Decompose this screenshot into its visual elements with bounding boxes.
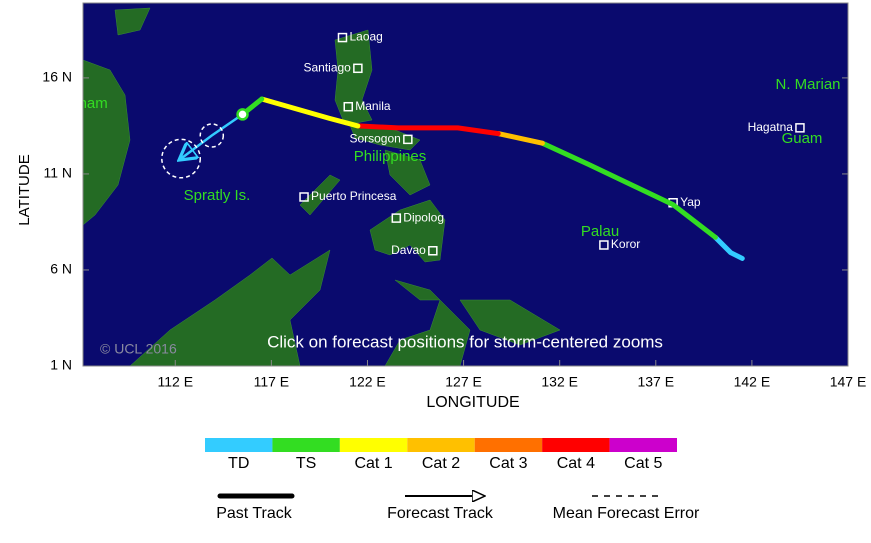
legend-category: Cat 2 bbox=[422, 455, 460, 472]
place-marker bbox=[795, 123, 805, 133]
plot-layer: Vietnam Philippines Spratly Is. Palau N. Mar… bbox=[53, 30, 841, 261]
place-marker bbox=[428, 246, 438, 256]
place-label: Dipolog bbox=[403, 210, 444, 224]
legend-swatch bbox=[205, 438, 273, 452]
place-marker bbox=[353, 63, 363, 74]
legend-forecast-track: Forecast Track bbox=[387, 505, 494, 522]
error-circle[interactable] bbox=[199, 123, 225, 148]
y-tick-label: 1 N bbox=[50, 357, 72, 373]
legend-swatch bbox=[474, 438, 543, 452]
y-axis-label: LATITUDE bbox=[16, 154, 33, 225]
region-label: Palau bbox=[581, 223, 619, 240]
x-tick-label: 122 E bbox=[349, 374, 386, 390]
forecast-track bbox=[181, 113, 244, 158]
y-tick-label: 11 N bbox=[43, 165, 72, 181]
region-label: Spratly Is. bbox=[184, 187, 251, 204]
current-position bbox=[236, 108, 249, 121]
place-label: Sorsogon bbox=[349, 132, 400, 146]
legend-swatch bbox=[272, 438, 340, 452]
place-label: Puerto Princesa bbox=[311, 189, 397, 203]
legend-category: TS bbox=[296, 455, 316, 472]
x-tick-label: 132 E bbox=[541, 374, 578, 390]
x-axis-label: LONGITUDE bbox=[426, 394, 519, 411]
region-label: Vietnam bbox=[53, 95, 108, 112]
past-track-segment bbox=[259, 96, 361, 129]
place-marker bbox=[599, 240, 609, 250]
past-track-segment bbox=[712, 234, 745, 261]
place-label: Santiago bbox=[303, 60, 351, 74]
legend-category: Cat 1 bbox=[354, 455, 392, 472]
x-tick-label: 137 E bbox=[637, 374, 674, 390]
legend-category: Cat 3 bbox=[489, 455, 527, 472]
frame bbox=[82, 2, 849, 367]
x-tick-label: 117 E bbox=[254, 374, 290, 390]
region-label: Philippines bbox=[354, 148, 427, 165]
past-track-segment bbox=[495, 131, 545, 146]
note[interactable]: Click on forecast positions for storm-ce… bbox=[267, 332, 663, 351]
legend-category: Cat 4 bbox=[557, 455, 595, 472]
place-marker bbox=[299, 192, 309, 202]
legend-swatch bbox=[407, 438, 475, 452]
x-tick-label: 142 E bbox=[734, 374, 771, 390]
place-label: Manila bbox=[355, 99, 391, 113]
x-tick-label: 112 E bbox=[157, 374, 193, 390]
place-label: Hagatna bbox=[748, 120, 794, 134]
y-tick-label: 6 N bbox=[50, 261, 72, 277]
legend-error: Mean Forecast Error bbox=[553, 505, 700, 522]
land bbox=[83, 7, 561, 366]
past-track-segment bbox=[539, 140, 718, 240]
legend-category: TD bbox=[228, 455, 249, 472]
place-marker bbox=[403, 134, 413, 145]
legend-swatch bbox=[542, 438, 610, 452]
legend-swatch bbox=[609, 438, 677, 452]
place-marker bbox=[391, 213, 402, 223]
place-marker bbox=[337, 32, 348, 43]
error-circle[interactable] bbox=[161, 138, 201, 179]
region-label: N. Marian bbox=[775, 76, 840, 93]
place-label: Yap bbox=[680, 195, 701, 209]
place-label: Koror bbox=[611, 237, 640, 251]
place-marker bbox=[343, 101, 354, 112]
x-tick-label: 127 E bbox=[445, 374, 482, 390]
x-tick-label: 147 E bbox=[830, 374, 867, 390]
y-tick-label: 16 N bbox=[42, 69, 72, 85]
region-label: Guam bbox=[782, 130, 823, 147]
place-label: Davao bbox=[391, 243, 426, 257]
place-label: Laoag bbox=[349, 30, 382, 44]
past-track-segment bbox=[355, 123, 501, 137]
copyright: © UCL 2016 bbox=[100, 341, 177, 357]
legend-category: Cat 5 bbox=[624, 455, 662, 472]
legend-swatch bbox=[339, 438, 408, 452]
legend-past-track: Past Track bbox=[216, 505, 293, 522]
